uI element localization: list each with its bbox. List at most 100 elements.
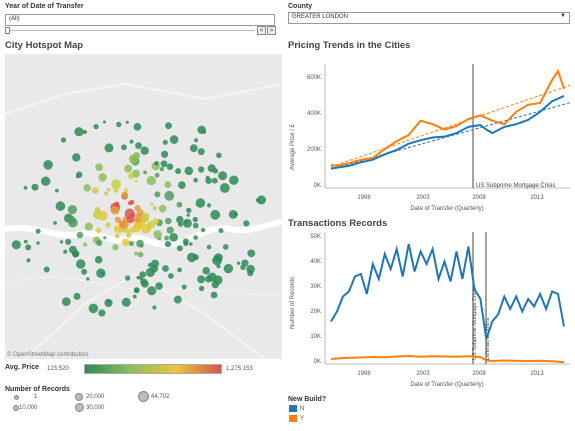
map-marker[interactable]: [247, 249, 256, 258]
map-marker[interactable]: [233, 212, 238, 217]
map-marker[interactable]: [136, 239, 144, 248]
map-marker[interactable]: [186, 213, 190, 217]
map-marker[interactable]: [243, 220, 250, 227]
map-marker[interactable]: [136, 275, 141, 280]
map-marker[interactable]: [154, 161, 159, 166]
map-marker[interactable]: [211, 280, 220, 289]
map-marker[interactable]: [68, 217, 78, 228]
map-marker[interactable]: [122, 238, 130, 246]
map-marker[interactable]: [229, 175, 239, 185]
map-marker[interactable]: [218, 228, 224, 234]
map-marker[interactable]: [43, 160, 53, 170]
map-marker[interactable]: [198, 166, 205, 173]
map-marker[interactable]: [138, 251, 143, 257]
map-marker[interactable]: [98, 309, 106, 317]
map-marker[interactable]: [11, 240, 21, 250]
year-slider-handle[interactable]: [5, 27, 10, 34]
map-marker[interactable]: [124, 188, 129, 193]
map-marker[interactable]: [124, 164, 133, 173]
map-marker[interactable]: [134, 225, 141, 233]
map-marker[interactable]: [181, 284, 187, 290]
map-marker[interactable]: [236, 261, 241, 265]
map-marker[interactable]: [159, 166, 165, 172]
map-marker[interactable]: [73, 292, 81, 300]
map-marker[interactable]: [192, 216, 198, 223]
map-marker[interactable]: [166, 163, 174, 170]
map-marker[interactable]: [165, 122, 172, 130]
map-marker[interactable]: [113, 187, 119, 193]
map-marker[interactable]: [116, 121, 122, 128]
year-filter-dropdown[interactable]: (All): [5, 14, 275, 26]
map-marker[interactable]: [83, 184, 91, 192]
map-marker[interactable]: [130, 212, 135, 217]
newbuild-n-swatch[interactable]: [289, 405, 297, 412]
map-marker[interactable]: [168, 273, 174, 279]
map-marker[interactable]: [136, 209, 144, 217]
map-marker[interactable]: [183, 241, 189, 247]
map-marker[interactable]: [55, 201, 66, 211]
map-marker[interactable]: [178, 181, 186, 189]
map-marker[interactable]: [31, 183, 39, 191]
map-marker[interactable]: [119, 220, 129, 230]
map-marker[interactable]: [206, 203, 212, 208]
map-marker[interactable]: [178, 221, 183, 227]
map-marker[interactable]: [110, 205, 120, 215]
map-marker[interactable]: [186, 207, 192, 214]
map-marker[interactable]: [113, 201, 120, 207]
map-marker[interactable]: [96, 239, 103, 246]
series-line-n[interactable]: [330, 243, 565, 340]
newbuild-y-swatch[interactable]: [289, 415, 297, 422]
map-marker[interactable]: [125, 120, 129, 124]
map-marker[interactable]: [93, 124, 99, 130]
map-marker[interactable]: [173, 295, 182, 304]
city-hotspot-map[interactable]: © OpenStreetMap contributors: [5, 54, 282, 359]
map-marker[interactable]: [128, 172, 135, 180]
map-marker[interactable]: [198, 285, 205, 292]
map-marker[interactable]: [135, 142, 142, 149]
map-marker[interactable]: [202, 266, 210, 275]
series-line-y[interactable]: [330, 68, 565, 167]
map-marker[interactable]: [134, 288, 139, 293]
map-marker[interactable]: [35, 228, 41, 234]
map-marker[interactable]: [128, 154, 138, 164]
map-marker[interactable]: [43, 266, 50, 273]
transactions-chart[interactable]: Number of Records 50K 40K 30K 20K 10K 0K…: [285, 228, 575, 393]
map-marker[interactable]: [132, 294, 137, 299]
map-marker[interactable]: [176, 215, 184, 224]
map-marker[interactable]: [23, 239, 28, 244]
map-marker[interactable]: [121, 297, 131, 307]
map-marker[interactable]: [152, 218, 159, 225]
map-marker[interactable]: [106, 187, 111, 192]
map-marker[interactable]: [84, 222, 93, 231]
map-marker[interactable]: [151, 259, 160, 268]
map-marker[interactable]: [86, 277, 90, 281]
map-marker[interactable]: [246, 264, 255, 274]
map-marker[interactable]: [76, 231, 84, 239]
map-marker[interactable]: [194, 138, 199, 143]
map-marker[interactable]: [146, 175, 156, 186]
map-marker[interactable]: [139, 276, 143, 281]
map-marker[interactable]: [121, 191, 128, 199]
map-marker[interactable]: [164, 241, 172, 248]
map-marker[interactable]: [25, 244, 32, 251]
map-marker[interactable]: [126, 232, 132, 238]
map-marker[interactable]: [195, 198, 206, 208]
map-marker[interactable]: [177, 267, 183, 273]
map-marker[interactable]: [206, 244, 212, 250]
map-marker[interactable]: [192, 222, 199, 229]
map-marker[interactable]: [155, 282, 163, 290]
map-marker[interactable]: [153, 230, 162, 239]
map-marker[interactable]: [184, 166, 194, 176]
map-marker[interactable]: [154, 191, 161, 198]
map-marker[interactable]: [23, 185, 28, 190]
map-marker[interactable]: [98, 173, 107, 182]
map-marker[interactable]: [134, 179, 138, 183]
map-marker[interactable]: [166, 226, 174, 234]
map-marker[interactable]: [176, 201, 183, 208]
map-marker[interactable]: [169, 233, 178, 242]
map-marker[interactable]: [201, 228, 206, 233]
map-marker[interactable]: [219, 183, 230, 193]
map-marker[interactable]: [26, 258, 31, 263]
map-marker[interactable]: [111, 179, 121, 189]
map-marker[interactable]: [72, 250, 80, 258]
